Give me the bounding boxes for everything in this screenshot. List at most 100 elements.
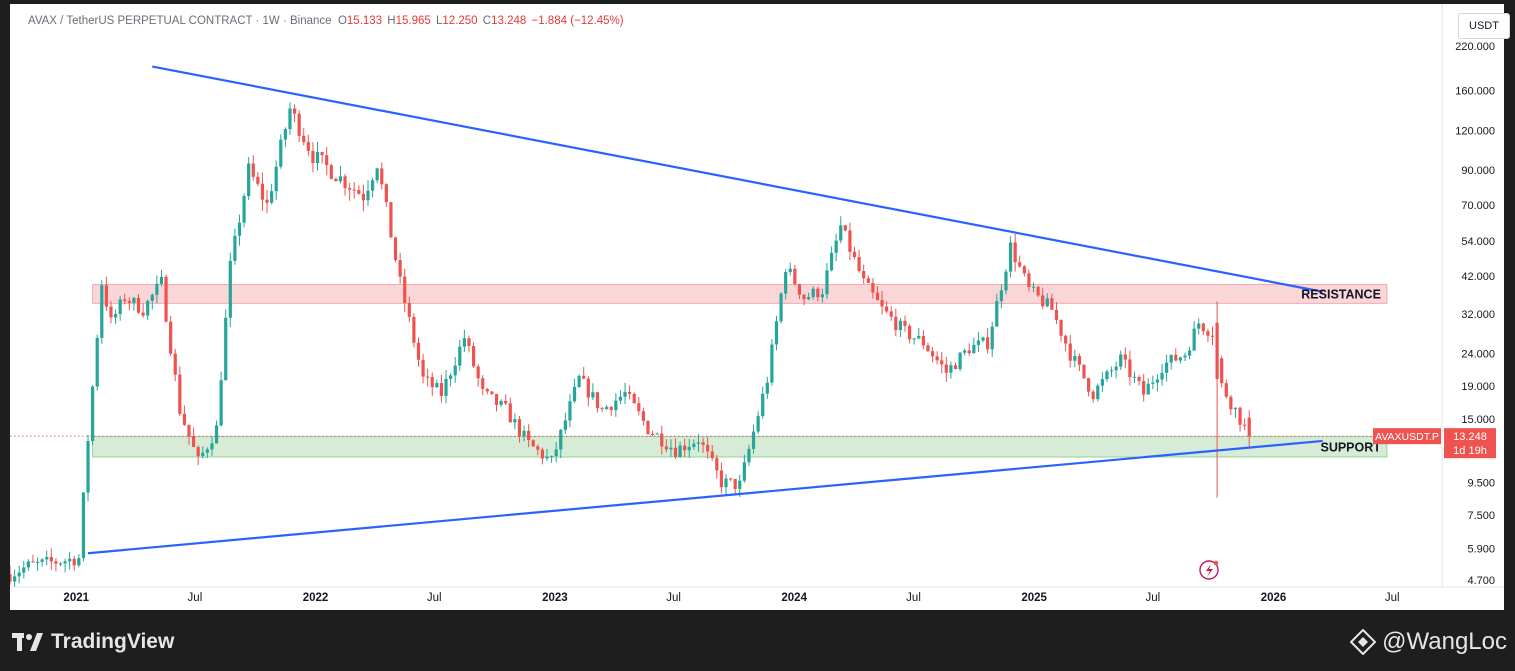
candle	[940, 351, 944, 374]
candle	[568, 393, 572, 428]
candle	[54, 558, 58, 572]
candle	[1082, 364, 1086, 380]
close-label: C	[482, 15, 492, 27]
candle	[706, 437, 710, 459]
candle	[490, 391, 494, 396]
y-tick-label: 70.000	[1461, 200, 1495, 212]
candle	[591, 383, 595, 401]
candle	[150, 293, 154, 310]
candle	[361, 184, 366, 212]
candle	[967, 343, 971, 357]
candle	[178, 366, 182, 416]
candle	[247, 157, 251, 201]
candle	[219, 371, 223, 427]
candle	[614, 393, 618, 417]
candle	[1183, 352, 1187, 362]
candle	[646, 420, 650, 435]
candle	[127, 297, 131, 311]
candle	[949, 361, 953, 379]
candle	[1119, 350, 1123, 370]
lower-trendline[interactable]	[87, 439, 1323, 555]
candle	[628, 385, 632, 400]
resistance-zone[interactable]	[92, 284, 1388, 304]
symbol-title[interactable]: AVAX / TetherUS PERPETUAL CONTRACT · 1W …	[28, 15, 332, 27]
candle	[880, 290, 884, 315]
x-tick-label: Jul	[188, 592, 203, 604]
candle	[1031, 282, 1036, 293]
candle	[605, 404, 609, 410]
candle	[485, 387, 489, 395]
candle	[1054, 302, 1059, 325]
candle	[1086, 377, 1091, 397]
candle	[995, 293, 999, 327]
candle	[1187, 346, 1192, 360]
candle	[1178, 356, 1182, 364]
candle	[49, 548, 53, 570]
candle	[894, 308, 898, 337]
candle	[467, 335, 471, 353]
candle	[453, 357, 457, 383]
candle	[958, 351, 962, 372]
candle	[146, 299, 150, 320]
currency-button[interactable]: USDT	[1458, 13, 1510, 39]
candle	[820, 288, 824, 303]
candle	[311, 142, 315, 173]
candle	[1123, 347, 1127, 369]
candle	[889, 306, 893, 321]
candle	[907, 323, 912, 344]
candle	[12, 569, 17, 587]
candle	[407, 296, 411, 323]
candle	[1018, 255, 1022, 268]
candle	[288, 102, 292, 135]
candle	[421, 353, 425, 384]
candle	[444, 369, 448, 404]
candle	[903, 315, 907, 332]
candle	[370, 177, 375, 198]
y-tick-label: 24.000	[1461, 349, 1495, 361]
candle	[522, 425, 526, 442]
candle	[990, 321, 994, 358]
candle	[45, 550, 49, 566]
candle	[930, 347, 935, 363]
last-price-value: 13.248	[1453, 431, 1487, 443]
candle	[352, 182, 356, 199]
candle	[1022, 264, 1026, 277]
x-tick-label: 2026	[1261, 592, 1287, 604]
lightning-icon[interactable]	[1199, 560, 1219, 580]
candle	[871, 278, 875, 299]
candle	[549, 455, 554, 464]
candle	[710, 445, 714, 461]
high-label: H	[387, 15, 396, 27]
candle	[692, 439, 696, 450]
candle	[715, 455, 719, 479]
x-tick-label: 2024	[781, 592, 807, 604]
candle	[338, 165, 343, 184]
candle	[1045, 293, 1049, 308]
candle	[302, 127, 306, 146]
upper-trendline[interactable]	[152, 65, 1323, 293]
candle	[72, 556, 76, 571]
tradingview-logo: TradingView	[12, 630, 174, 654]
candle	[233, 228, 237, 265]
candle	[976, 332, 981, 353]
binance-diamond-icon	[1350, 629, 1377, 655]
symbol-price-badge-text: AVAXUSDT.P	[1375, 431, 1439, 443]
x-tick-label: 2025	[1021, 592, 1047, 604]
high-value: 15.965	[395, 15, 431, 27]
candle	[471, 342, 476, 369]
candle	[563, 412, 567, 434]
x-tick-label: 2021	[63, 592, 89, 604]
candle	[527, 424, 531, 448]
candle	[91, 385, 95, 445]
candle	[504, 394, 508, 406]
candle	[1197, 318, 1201, 335]
candle	[733, 478, 737, 495]
candle	[104, 276, 108, 311]
candle	[1132, 371, 1137, 384]
candle	[95, 334, 99, 391]
candle	[292, 104, 297, 123]
ohlc-legend: AVAX / TetherUS PERPETUAL CONTRACT · 1W …	[28, 15, 626, 27]
open-value: 15.133	[346, 15, 383, 27]
support-zone[interactable]	[92, 436, 1388, 458]
